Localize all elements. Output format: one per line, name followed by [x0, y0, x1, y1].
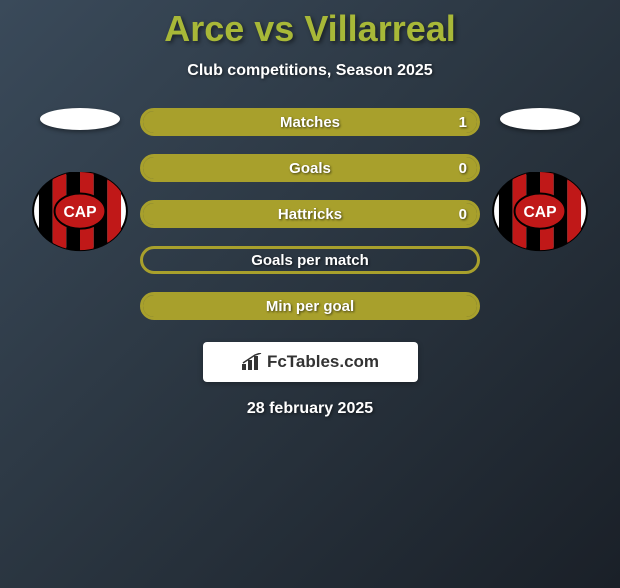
svg-text:CAP: CAP — [64, 204, 97, 221]
source-logo: FcTables.com — [203, 342, 418, 382]
player-placeholder-left — [40, 108, 120, 130]
stat-row: Matches 1 — [140, 108, 480, 136]
team-badge-left: CAP — [31, 172, 129, 258]
source-logo-text: FcTables.com — [267, 352, 379, 372]
page-title: Arce vs Villarreal — [0, 8, 620, 50]
stat-row: Hattricks 0 — [140, 200, 480, 228]
chart-icon — [241, 353, 263, 371]
stat-row: Goals per match — [140, 246, 480, 274]
subtitle: Club competitions, Season 2025 — [0, 62, 620, 80]
team-badge-right: CAP — [491, 172, 589, 258]
stat-value-right: 1 — [459, 114, 467, 131]
player-placeholder-right — [500, 108, 580, 130]
stat-label: Goals — [289, 160, 331, 177]
stat-row: Min per goal — [140, 292, 480, 320]
right-column: CAP — [480, 108, 600, 258]
stat-label: Goals per match — [251, 252, 369, 269]
stat-label: Min per goal — [266, 298, 354, 315]
content-area: CAP Matches 1 Goals 0 Hattricks 0 Goals per ma… — [0, 108, 620, 320]
stat-label: Hattricks — [278, 206, 342, 223]
stats-list: Matches 1 Goals 0 Hattricks 0 Goals per match M… — [140, 108, 480, 320]
stat-value-right: 0 — [459, 160, 467, 177]
stat-row: Goals 0 — [140, 154, 480, 182]
left-column: CAP — [20, 108, 140, 258]
date-text: 28 february 2025 — [0, 400, 620, 418]
stat-label: Matches — [280, 114, 340, 131]
svg-text:CAP: CAP — [524, 204, 557, 221]
stat-value-right: 0 — [459, 206, 467, 223]
